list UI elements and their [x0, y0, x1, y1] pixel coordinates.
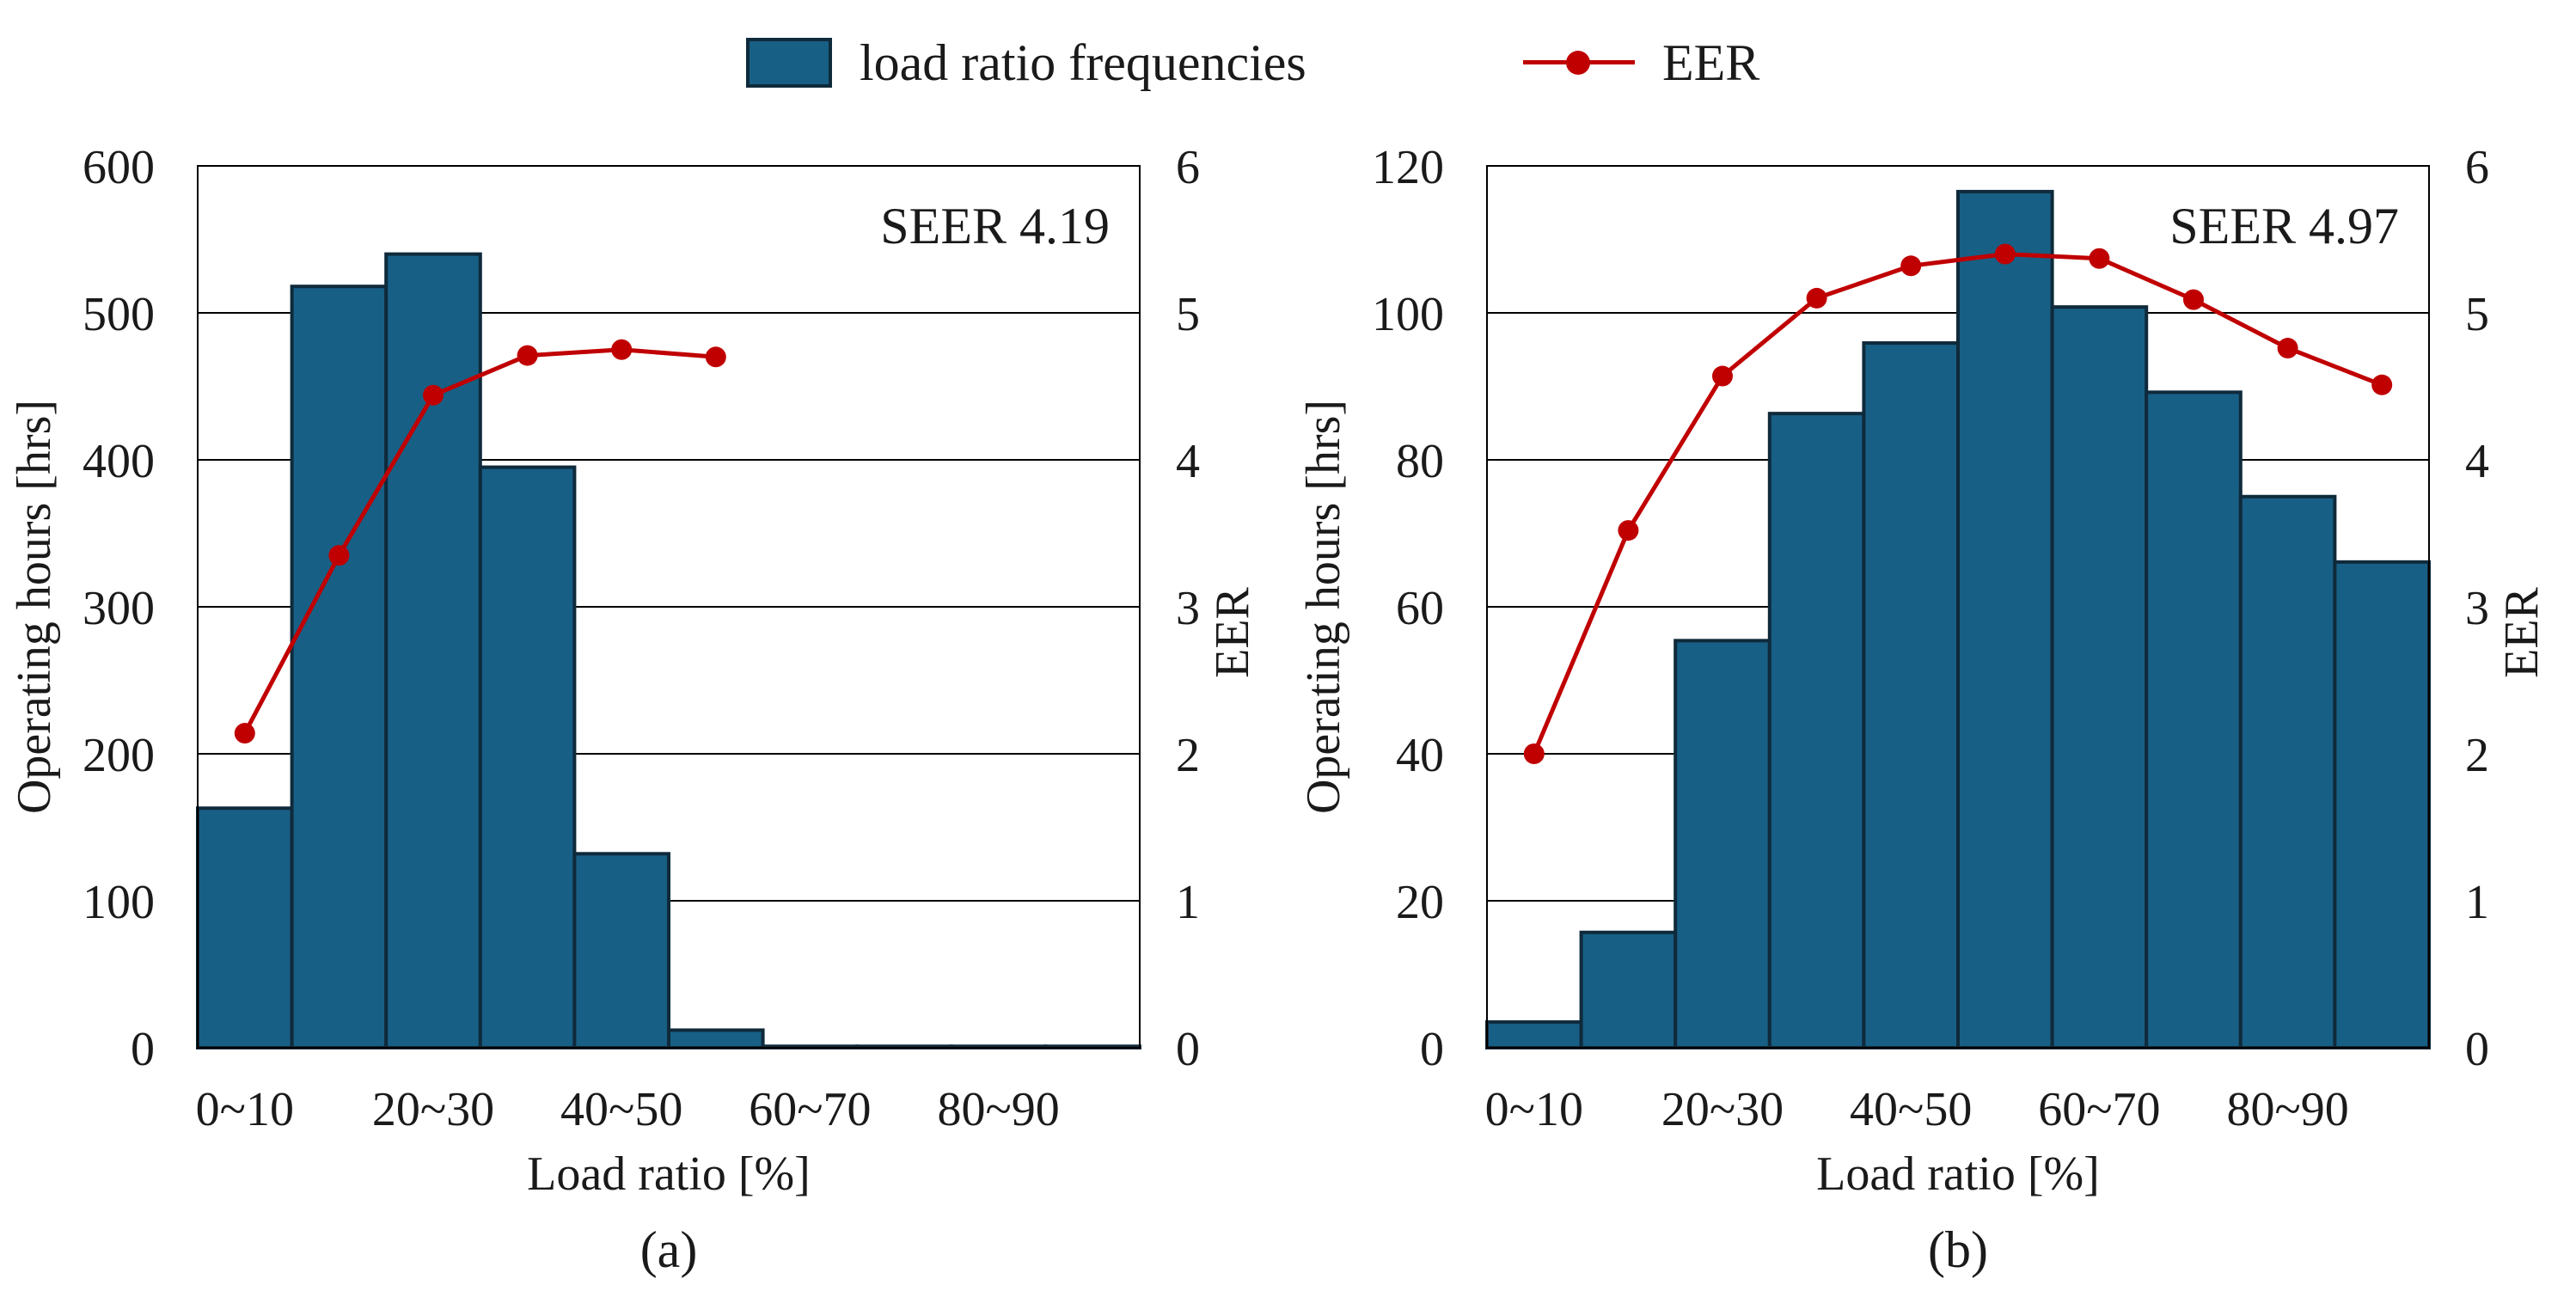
bar-70~80 — [2145, 390, 2243, 1049]
eer-point-0~10 — [1523, 743, 1545, 764]
eer-point-60~70 — [2089, 248, 2110, 269]
x-tick-label: 60~70 — [2038, 1083, 2160, 1136]
y-tick-label: 600 — [83, 141, 155, 194]
x-tick-label: 20~30 — [1661, 1083, 1784, 1136]
y2-tick-label: 5 — [1176, 288, 1200, 341]
bar-30~40 — [1767, 412, 1866, 1049]
legend-bars-label: load ratio frequencies — [860, 34, 1306, 91]
y2-tick-label: 3 — [1176, 582, 1200, 635]
y2-axis-title: EER — [2495, 586, 2548, 677]
y-tick-label: 40 — [1396, 729, 1444, 782]
plot-frame — [197, 165, 1141, 1049]
bar-0~10 — [1485, 1020, 1583, 1049]
y2-tick-label: 3 — [2465, 582, 2489, 635]
legend-line-swatch — [1523, 46, 1635, 80]
eer-point-20~30 — [423, 384, 444, 406]
bar-90~100 — [2333, 560, 2432, 1049]
y-axis-title: Operating hours [hrs] — [1297, 400, 1350, 814]
x-tick-label: 60~70 — [749, 1083, 871, 1136]
eer-point-20~30 — [1712, 365, 1733, 387]
bar-20~30 — [1673, 639, 1771, 1050]
bar-20~30 — [384, 252, 482, 1050]
x-tick-label: 80~90 — [937, 1083, 1059, 1136]
eer-point-30~40 — [1806, 287, 1827, 309]
y-tick-label: 80 — [1396, 435, 1444, 488]
seer-annotation: SEER 4.19 — [880, 198, 1110, 254]
legend-item-bars: load ratio frequencies — [746, 24, 1306, 101]
y-tick-label: 60 — [1396, 582, 1444, 635]
y-tick-label: 100 — [1372, 288, 1444, 341]
y-tick-label: 0 — [1420, 1023, 1444, 1076]
y2-tick-label: 4 — [1176, 435, 1200, 488]
eer-point-10~20 — [328, 545, 350, 566]
y2-tick-label: 2 — [1176, 729, 1200, 782]
bar-50~60 — [667, 1028, 765, 1049]
x-tick-label: 0~10 — [1485, 1083, 1583, 1136]
bar-10~20 — [1579, 930, 1678, 1050]
y-axis-title: Operating hours [hrs] — [8, 400, 61, 814]
chart-panel-b: 0 20 40 60 80 100 120 0 1 2 3 4 5 6 0~10 20~30 40~50 60~7… — [1297, 141, 2548, 1278]
y2-axis-title: EER — [1206, 586, 1259, 677]
y2-tick-label: 4 — [2465, 435, 2489, 488]
bar-0~10 — [196, 806, 294, 1050]
legend-bar-swatch — [746, 38, 832, 88]
y2-tick-label: 1 — [1176, 876, 1200, 929]
y-tick-label: 200 — [83, 729, 155, 782]
y2-tick-label: 6 — [1176, 141, 1200, 194]
x-tick-label: 0~10 — [196, 1083, 294, 1136]
chart-panel-a: 0 100 200 300 400 500 600 0 1 2 3 4 5 6 0~10 20~30 40~50… — [8, 141, 1259, 1278]
eer-point-50~60 — [1994, 243, 2016, 265]
x-tick-label: 20~30 — [372, 1083, 494, 1136]
eer-point-40~50 — [1900, 255, 1922, 277]
eer-point-10~20 — [1618, 520, 1639, 541]
x-tick-label: 40~50 — [1850, 1083, 1972, 1136]
bar-80~90 — [2238, 494, 2337, 1049]
y-tick-label: 500 — [83, 288, 155, 341]
bar-40~50 — [572, 852, 671, 1050]
x-tick-label: 80~90 — [2226, 1083, 2348, 1136]
plot-frame — [1486, 165, 2430, 1049]
eer-line — [242, 347, 716, 735]
panel-label: (a) — [640, 1221, 698, 1278]
bar-50~60 — [1956, 189, 2054, 1050]
eer-point-0~10 — [234, 723, 255, 744]
y2-tick-label: 0 — [2465, 1023, 2489, 1076]
y-tick-label: 0 — [131, 1023, 155, 1076]
y2-tick-label: 6 — [2465, 141, 2489, 194]
bar-30~40 — [478, 465, 577, 1049]
x-tick-label: 40~50 — [560, 1083, 682, 1136]
legend-item-line: EER — [1523, 24, 1759, 101]
y-tick-label: 120 — [1372, 141, 1444, 194]
y-tick-label: 300 — [83, 582, 155, 635]
eer-point-50~60 — [705, 346, 726, 368]
x-axis-title: Load ratio [%] — [527, 1147, 811, 1201]
y2-tick-label: 2 — [2465, 729, 2489, 782]
seer-annotation: SEER 4.97 — [2169, 198, 2399, 254]
y2-tick-label: 1 — [2465, 876, 2489, 929]
bar-40~50 — [1862, 341, 1961, 1049]
y2-tick-label: 5 — [2465, 288, 2489, 341]
eer-line — [1532, 252, 2383, 755]
eer-point-30~40 — [517, 345, 538, 366]
eer-point-70~80 — [2183, 289, 2204, 310]
x-axis-title: Load ratio [%] — [1816, 1147, 2100, 1201]
eer-point-90~100 — [2371, 374, 2393, 395]
y-tick-label: 100 — [83, 876, 155, 929]
y-tick-label: 20 — [1396, 876, 1444, 929]
y2-tick-label: 0 — [1176, 1023, 1200, 1076]
chart-legend: load ratio frequencies EER — [0, 0, 2576, 129]
eer-point-80~90 — [2277, 338, 2298, 359]
bar-10~20 — [290, 285, 389, 1050]
bar-60~70 — [2050, 305, 2149, 1050]
eer-point-40~50 — [611, 339, 633, 360]
panel-label: (b) — [1928, 1221, 1988, 1278]
legend-line-label: EER — [1662, 34, 1760, 91]
y-tick-label: 400 — [83, 435, 155, 488]
